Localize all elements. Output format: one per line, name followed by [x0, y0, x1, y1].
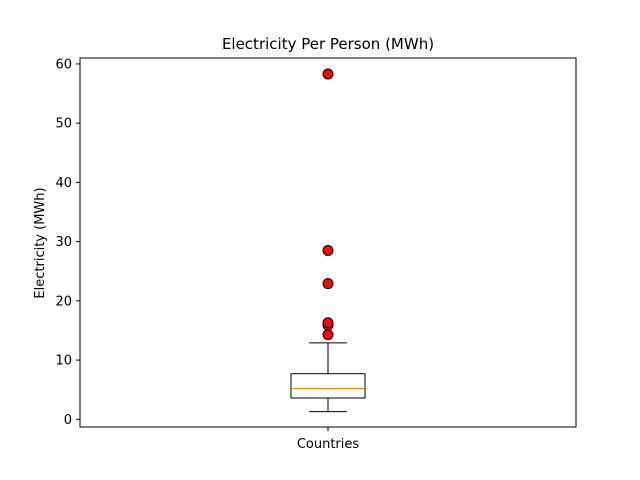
- y-tick-label: 40: [55, 176, 72, 191]
- y-tick-label: 10: [55, 354, 72, 369]
- outlier-point: [322, 244, 334, 256]
- outlier-point: [322, 68, 334, 80]
- chart-title: Electricity Per Person (MWh): [222, 35, 434, 53]
- x-tick-label: Countries: [297, 437, 360, 452]
- iqr-box: [290, 373, 366, 399]
- outlier-point: [322, 317, 334, 329]
- y-tick-label: 0: [64, 413, 72, 428]
- y-tick-label: 30: [55, 235, 72, 250]
- plot-frame: [79, 57, 577, 428]
- y-axis-label: Electricity (MWh): [33, 187, 48, 298]
- plot-area: 0 10 20 30 40 50 60 Countries: [55, 57, 366, 452]
- outlier-point: [322, 278, 334, 290]
- y-tick-label: 20: [55, 294, 72, 309]
- y-tick-label: 50: [55, 117, 72, 132]
- y-tick-label: 60: [55, 57, 72, 72]
- outlier-point: [322, 329, 334, 341]
